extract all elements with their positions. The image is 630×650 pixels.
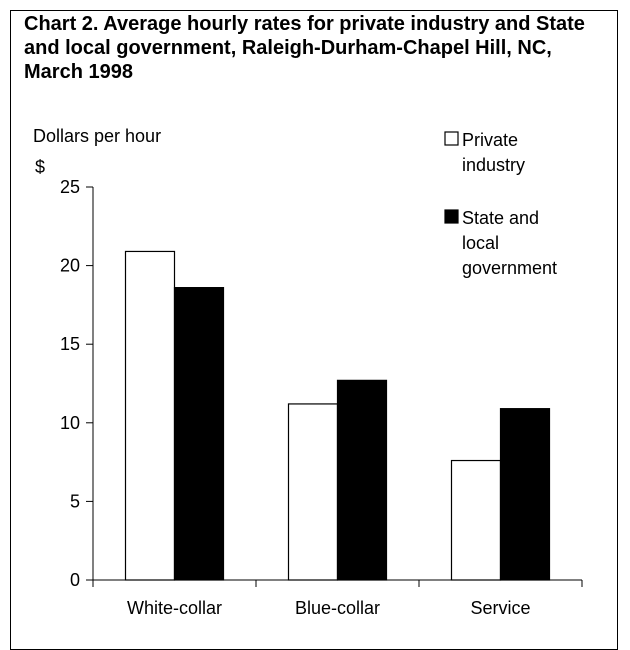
bar-chart: 0 5 10 15 20 25 White-collar Blue-collar Service… xyxy=(60,130,583,618)
y-tick-label: 15 xyxy=(60,334,80,354)
bar-state-local-government xyxy=(336,379,388,581)
x-tick-label: Blue-collar xyxy=(295,598,380,618)
bar-private-industry xyxy=(450,459,502,581)
bar-private-industry xyxy=(124,250,176,581)
bar-private-industry xyxy=(287,403,339,581)
x-tick-label: White-collar xyxy=(127,598,222,618)
legend-label: State and local government xyxy=(462,208,557,278)
legend-swatch xyxy=(444,131,459,146)
chart-title: Chart 2. Average hourly rates for privat… xyxy=(24,13,585,83)
legend-swatch xyxy=(444,209,459,224)
y-tick-label: 10 xyxy=(60,413,80,433)
y-axis-unit: $ xyxy=(35,157,46,177)
bar-state-local-government xyxy=(499,408,551,581)
legend-label: Private industry xyxy=(462,130,525,175)
y-tick-label: 20 xyxy=(60,256,80,276)
y-tick-label: 25 xyxy=(60,177,80,197)
y-tick-label: 0 xyxy=(70,570,80,590)
x-tick-label: Service xyxy=(470,598,530,618)
y-axis-label: Dollars per hour xyxy=(33,126,162,146)
bar-state-local-government xyxy=(173,287,225,581)
y-tick-label: 5 xyxy=(70,491,80,511)
